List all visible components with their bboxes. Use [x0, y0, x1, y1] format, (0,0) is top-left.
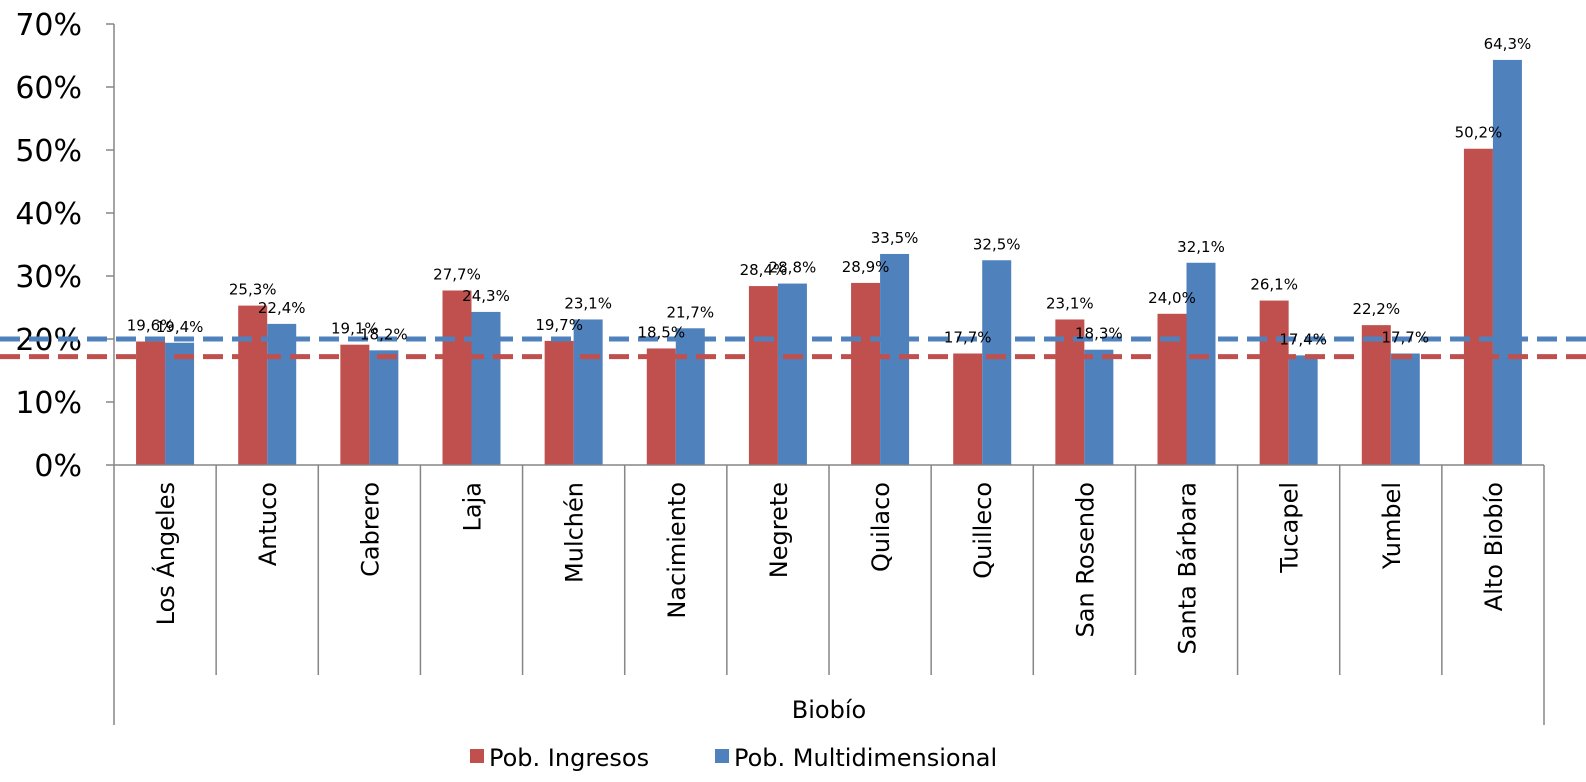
data-label: 18,5% — [637, 323, 685, 341]
bar-multidimensional — [369, 350, 399, 465]
y-tick-label: 50% — [15, 134, 82, 169]
data-label: 17,7% — [1381, 328, 1429, 346]
y-axis: 0%10%20%30%40%50%60%70% — [15, 8, 115, 484]
bar-multidimensional — [573, 319, 603, 465]
bar-ingresos — [1157, 313, 1187, 465]
data-label: 19,1% — [331, 320, 379, 338]
legend-label: Pob. Multidimensional — [734, 744, 997, 772]
x-tick-label: Tucapel — [1276, 482, 1304, 574]
bar-multidimensional — [471, 311, 501, 465]
bar-ingresos — [340, 344, 370, 465]
x-tick-label: Laja — [459, 482, 487, 531]
data-label: 18,3% — [1075, 325, 1123, 343]
bar-multidimensional — [675, 328, 705, 465]
x-tick-label: Mulchén — [561, 482, 589, 583]
y-tick-label: 60% — [15, 71, 82, 106]
y-tick-label: 70% — [15, 8, 82, 43]
data-label: 50,2% — [1455, 124, 1503, 142]
x-tick-label: Negrete — [765, 482, 793, 578]
data-label: 19,4% — [156, 318, 204, 336]
data-label: 25,3% — [229, 281, 277, 299]
bar-multidimensional — [1390, 353, 1420, 465]
data-label: 17,4% — [1279, 330, 1327, 348]
data-labels: 19,6% 25,3% 19,1% 27,7% 19,7% 18,5% 28,4% 28,9%… — [127, 35, 1532, 348]
bar-ingresos — [238, 305, 268, 465]
data-label: 24,0% — [1148, 289, 1196, 307]
bar-ingresos — [748, 286, 778, 465]
data-label: 32,1% — [1177, 238, 1225, 256]
legend-swatch — [470, 749, 484, 763]
x-tick-label: Nacimiento — [663, 482, 691, 619]
x-tick-label: Santa Bárbara — [1174, 482, 1202, 654]
bar-multidimensional — [1492, 59, 1522, 465]
x-axis: Los Ángeles Antuco Cabrero Laja Mulchén Nacim… — [113, 464, 1545, 725]
data-label: 23,1% — [564, 294, 612, 312]
bar-multidimensional — [1084, 349, 1114, 465]
bar-ingresos — [1361, 325, 1391, 465]
y-tick-label: 40% — [15, 197, 82, 232]
data-label: 22,4% — [258, 299, 306, 317]
x-tick-label: Quilaco — [867, 482, 895, 572]
data-label: 28,4% — [740, 261, 788, 279]
data-label: 18,2% — [360, 325, 408, 343]
legend-label: Pob. Ingresos — [489, 744, 649, 772]
bar-ingresos — [1055, 319, 1085, 465]
bar-ingresos — [953, 353, 983, 465]
bar-multidimensional — [880, 253, 910, 465]
y-tick-label: 0% — [34, 449, 82, 484]
data-label: 21,7% — [666, 303, 714, 321]
bar-multidimensional — [267, 323, 297, 465]
x-tick-label: Cabrero — [356, 482, 384, 577]
bar-ingresos — [1259, 300, 1289, 465]
x-tick-label: Los Ángeles — [151, 482, 180, 625]
data-label: 27,7% — [433, 265, 481, 283]
bar-ingresos — [442, 290, 472, 465]
data-label: 28,9% — [842, 258, 890, 276]
data-label: 28,8% — [769, 259, 817, 277]
group-label: Biobío — [792, 696, 866, 724]
bar-ingresos — [136, 341, 166, 465]
data-label: 19,7% — [535, 316, 583, 334]
legend-item[interactable]: Pob. Multidimensional — [715, 744, 997, 772]
data-label: 17,7% — [944, 328, 992, 346]
bar-ingresos — [544, 340, 574, 465]
bars — [136, 59, 1522, 466]
bar-multidimensional — [982, 260, 1012, 465]
bar-multidimensional — [1288, 355, 1318, 465]
x-tick-label: Quilleco — [969, 482, 997, 579]
bar-multidimensional — [777, 283, 807, 465]
data-label: 22,2% — [1352, 300, 1400, 318]
bar-ingresos — [646, 348, 676, 465]
legend-item[interactable]: Pob. Ingresos — [470, 744, 649, 772]
bar-ingresos — [1463, 148, 1493, 466]
data-label: 19,6% — [127, 317, 175, 335]
x-tick-label: San Rosendo — [1071, 482, 1099, 637]
data-label: 24,3% — [462, 287, 510, 305]
y-tick-label: 30% — [15, 260, 82, 295]
legend[interactable]: Pob. Ingresos Pob. Multidimensional — [470, 744, 997, 772]
data-label: 23,1% — [1046, 294, 1094, 312]
y-tick-label: 10% — [15, 386, 82, 421]
x-tick-label: Yumbel — [1378, 482, 1406, 570]
data-label: 26,1% — [1250, 276, 1298, 294]
bar-multidimensional — [1186, 262, 1216, 465]
bar-multidimensional — [165, 342, 195, 465]
x-tick-label: Alto Biobío — [1480, 482, 1508, 611]
data-label: 64,3% — [1484, 35, 1532, 53]
data-label: 33,5% — [871, 229, 919, 247]
data-label: 32,5% — [973, 235, 1021, 253]
bar-ingresos — [851, 282, 881, 465]
x-tick-label: Antuco — [254, 482, 282, 566]
reference-lines — [0, 336, 1586, 360]
legend-swatch — [715, 749, 729, 763]
